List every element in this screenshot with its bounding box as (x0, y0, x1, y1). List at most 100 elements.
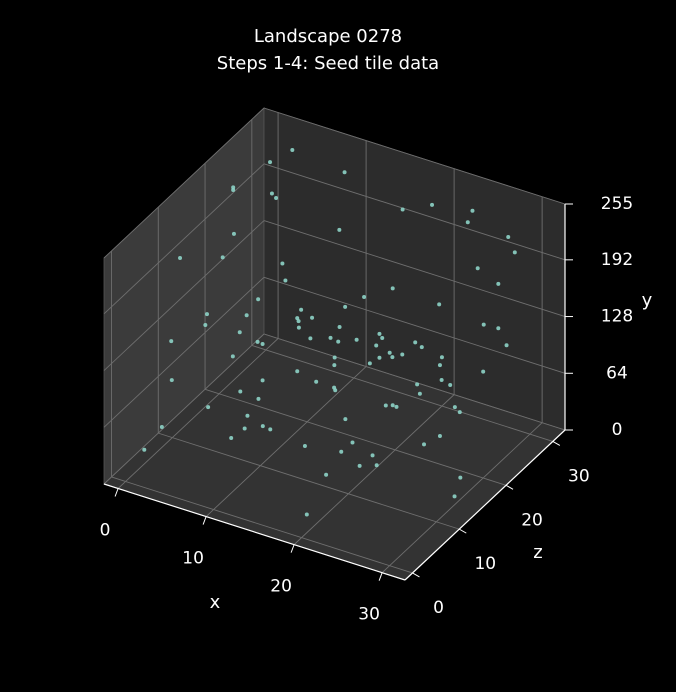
z-axis-line (404, 429, 566, 581)
data-point (245, 413, 250, 418)
data-point (299, 307, 304, 312)
data-point (205, 312, 209, 317)
grid-line (103, 220, 265, 371)
data-point (422, 442, 427, 447)
data-point (159, 425, 164, 430)
data-point (328, 335, 333, 340)
data-point (390, 403, 395, 408)
data-point (244, 313, 249, 318)
data-point (481, 322, 486, 327)
grid-line (263, 220, 566, 317)
data-point (342, 170, 347, 175)
tick-mark (459, 528, 467, 534)
data-point (413, 340, 418, 345)
data-point (206, 405, 211, 410)
data-point (448, 382, 453, 387)
data-point (268, 160, 273, 165)
data-point (475, 266, 480, 271)
data-point (169, 339, 174, 344)
data-point (370, 453, 375, 458)
data-point (437, 302, 442, 307)
data-point (457, 410, 462, 415)
data-point (437, 363, 442, 368)
grid-line (103, 163, 265, 315)
data-point (308, 336, 313, 341)
grid-line (103, 107, 265, 259)
data-point (296, 325, 301, 330)
data-point (470, 208, 475, 213)
x-tick-label: 20 (270, 577, 292, 597)
y-tick-label: 128 (601, 307, 633, 327)
tick-mark (114, 488, 119, 497)
data-point (437, 434, 442, 439)
tick-mark (202, 516, 207, 525)
data-point (390, 286, 395, 291)
data-point (255, 339, 260, 344)
tick-mark (412, 572, 420, 578)
data-point (357, 463, 362, 468)
data-point (390, 355, 395, 360)
data-point (268, 427, 273, 432)
grid-line (158, 432, 460, 530)
data-point (374, 463, 379, 468)
data-point (324, 472, 329, 477)
tick-mark (290, 544, 295, 553)
x-axis-label: x (210, 592, 221, 613)
z-tick-label: 20 (521, 510, 543, 530)
data-point (242, 426, 247, 431)
z-tick-label: 30 (568, 466, 590, 486)
data-point (439, 378, 444, 383)
data-point (169, 378, 174, 383)
data-point (220, 255, 225, 260)
data-point (295, 369, 300, 374)
grid-line (293, 394, 455, 545)
data-point (337, 324, 342, 329)
data-point (504, 343, 509, 348)
grid-line (263, 107, 566, 205)
x-axis-line (103, 483, 406, 581)
y-tick-label: 192 (601, 250, 633, 270)
y-tick-label: 0 (612, 420, 623, 440)
data-point (506, 234, 511, 239)
data-point (231, 185, 236, 190)
data-point (283, 278, 288, 283)
grid-line (263, 163, 566, 261)
data-point (430, 202, 435, 207)
grid-line (205, 366, 367, 517)
data-point (452, 405, 457, 410)
grid-line (111, 476, 413, 574)
data-point (394, 404, 399, 409)
data-point (256, 297, 261, 302)
data-point (367, 361, 372, 366)
data-point (142, 447, 147, 452)
chart-title: Landscape 0278 (254, 26, 402, 47)
grid-line (263, 333, 566, 431)
data-point (295, 316, 300, 321)
data-point (458, 475, 463, 480)
y-axis-label: y (642, 290, 653, 311)
grid-line (381, 422, 543, 574)
data-point (377, 355, 382, 360)
data-point (387, 350, 392, 355)
data-point (419, 345, 424, 350)
data-point (350, 440, 355, 445)
data-point (496, 326, 501, 331)
data-point (332, 355, 337, 360)
data-point (383, 403, 388, 408)
data-point (274, 195, 279, 200)
data-point (304, 512, 309, 517)
data-point (343, 304, 348, 309)
tick-mark (505, 484, 514, 490)
data-point (377, 331, 382, 336)
x-tick-label: 10 (182, 549, 204, 569)
grid-line (251, 344, 553, 442)
data-point (238, 389, 243, 394)
data-point (256, 396, 261, 401)
data-point (237, 330, 242, 335)
data-point (269, 191, 274, 196)
data-point (512, 250, 517, 255)
y-tick-label: 64 (606, 363, 628, 383)
data-point (290, 148, 295, 153)
data-point (354, 337, 359, 342)
z-tick-label: 0 (433, 598, 444, 618)
